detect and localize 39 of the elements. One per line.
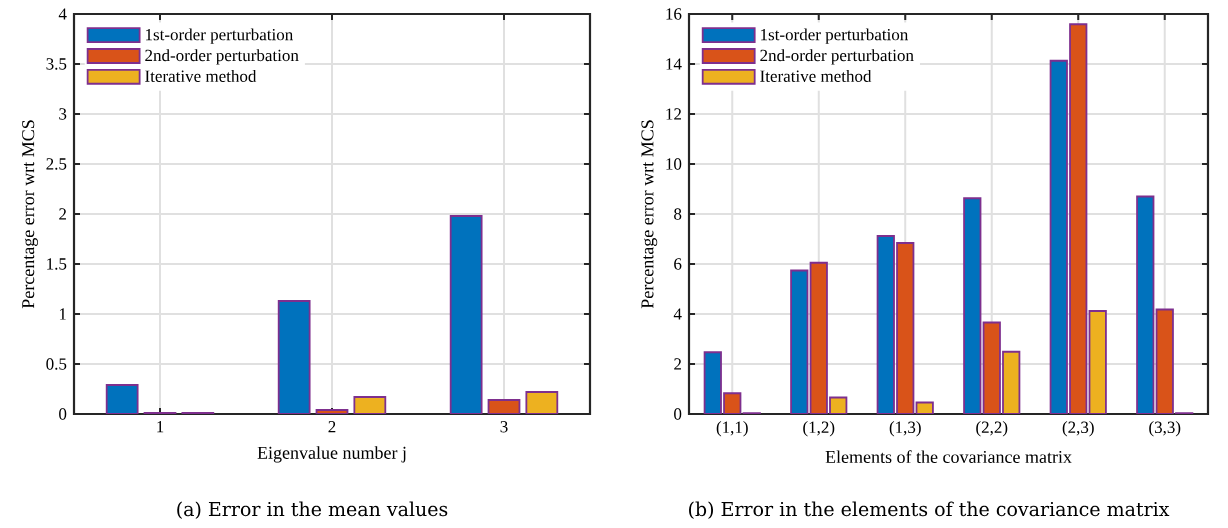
y-tick-label: 4 <box>58 8 67 20</box>
y-tick-label: 0.5 <box>46 358 67 370</box>
x-tick-label: (2,3) <box>1062 421 1094 437</box>
y-axis-title: Percentage error wrt MCS <box>22 120 38 309</box>
x-tick-label: (3,3) <box>1149 421 1181 437</box>
y-tick-label: 16 <box>666 8 682 20</box>
x-axis-title: Eigenvalue number j <box>257 446 406 463</box>
y-tick-label: 2 <box>59 208 66 220</box>
x-tick-label: (1,2) <box>803 421 835 437</box>
x-tick-label: (1,3) <box>889 421 921 437</box>
x-tick-label: 2 <box>328 421 336 433</box>
y-tick-label: 3.5 <box>46 58 67 70</box>
x-tick-label: 3 <box>500 421 508 433</box>
text: (b) Error in the elements of the covariance matrix <box>689 501 1170 519</box>
y-axis-title: Percentage error wrt MCS <box>641 120 658 309</box>
y-tick-label: 0 <box>674 408 682 420</box>
y-tick-label: 1.5 <box>47 258 67 270</box>
y-tick-label: 6 <box>674 258 682 270</box>
y-tick-label: 2 <box>674 358 681 370</box>
text: (a) Error in the mean values <box>177 501 448 519</box>
legend-label: 1st-order perturbation <box>146 28 293 44</box>
y-tick-label: 12 <box>666 108 681 120</box>
y-tick-label: 2.5 <box>46 158 67 170</box>
y-tick-label: 3 <box>59 108 67 120</box>
y-tick-label: 8 <box>674 208 682 220</box>
y-tick-label: 10 <box>666 158 682 170</box>
legend-label: Iterative method <box>145 69 257 82</box>
y-tick-label: 1 <box>59 308 66 320</box>
legend-label: 1st-order perturbation <box>761 28 909 44</box>
y-tick-label: 0 <box>59 408 67 420</box>
y-tick-label: 14 <box>666 58 682 70</box>
y-tick-label: 4 <box>673 308 682 320</box>
x-axis-title: Elements of the covariance matrix <box>825 450 1072 464</box>
legend-label: 2nd-order perturbation <box>145 49 299 65</box>
x-tick-label: (1,1) <box>716 421 748 437</box>
legend-label: 2nd-order perturbation <box>760 49 914 65</box>
legend-label: Iterative method <box>760 69 872 82</box>
x-tick-label: 1 <box>157 421 164 433</box>
x-tick-label: (2,2) <box>976 421 1008 437</box>
